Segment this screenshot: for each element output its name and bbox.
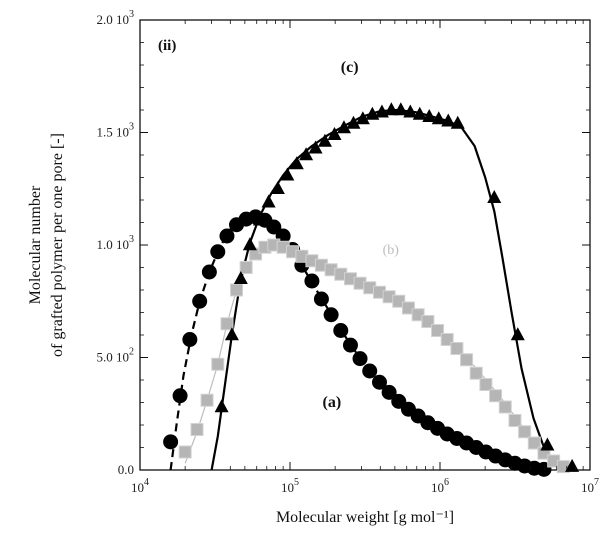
point-b	[518, 425, 532, 439]
point-c	[233, 270, 248, 284]
point-b	[200, 393, 214, 407]
y-tick-label: 2.0 103	[97, 9, 135, 27]
point-c	[393, 102, 408, 116]
point-a	[266, 219, 282, 235]
point-b	[469, 366, 483, 380]
point-a	[342, 337, 358, 353]
y-tick-label: 5.0 102	[97, 347, 135, 365]
point-c	[214, 399, 229, 413]
point-b	[479, 378, 493, 391]
point-a	[210, 244, 226, 260]
point-b	[498, 400, 512, 414]
point-a	[182, 332, 198, 347]
point-c	[403, 104, 418, 118]
point-c	[384, 102, 399, 116]
point-c	[346, 115, 361, 129]
point-c	[299, 147, 314, 161]
y-axis-title-line1: Molecular number	[27, 185, 44, 304]
point-c	[289, 156, 304, 170]
point-b	[508, 414, 522, 427]
point-c	[441, 113, 456, 127]
point-b	[211, 357, 225, 371]
point-b	[489, 389, 503, 403]
point-b	[220, 317, 234, 331]
point-a	[352, 351, 368, 367]
y-tick-label: 0.0	[118, 462, 134, 477]
point-a	[371, 374, 387, 390]
point-c	[431, 111, 446, 125]
point-c	[280, 167, 295, 181]
point-c	[450, 115, 465, 129]
chart-labels: (ii) (a) (b) (c) Molecular weight [g mol⁻¹] M…	[27, 38, 454, 526]
x-axis-title: Molecular weight [g mol⁻¹]	[276, 509, 454, 526]
x-tick-label: 104	[131, 477, 149, 495]
point-c	[487, 189, 502, 203]
point-c	[252, 212, 267, 226]
x-tick-label: 106	[431, 477, 449, 495]
point-b	[392, 294, 406, 308]
point-b	[190, 423, 204, 436]
point-b	[230, 283, 244, 297]
point-c	[270, 180, 285, 194]
point-b	[421, 315, 435, 328]
point-c	[317, 133, 332, 147]
point-b	[411, 308, 425, 322]
y-tick-label: 1.0 103	[97, 234, 135, 252]
point-a	[219, 228, 235, 244]
point-c	[336, 120, 351, 134]
axis-ticks: 104 105 106 107 0.0 5.0 102 1.0 103 1.5 103 2.0 …	[97, 9, 600, 495]
point-c	[412, 106, 427, 120]
point-b	[440, 333, 454, 346]
series-label-c: (c)	[341, 59, 359, 76]
point-c	[422, 108, 437, 122]
curve-a	[169, 215, 548, 472]
point-c	[510, 327, 525, 341]
point-b	[239, 261, 253, 274]
point-b	[450, 342, 464, 355]
point-a	[304, 273, 320, 289]
point-c	[308, 140, 323, 154]
data-markers	[163, 102, 580, 477]
point-c	[242, 237, 257, 251]
point-a	[323, 307, 339, 323]
point-a	[201, 264, 217, 280]
point-c	[355, 111, 370, 125]
point-a	[172, 388, 188, 404]
y-axis-title-line2: of grafted polymer per one pore [-]	[49, 133, 66, 357]
point-c	[261, 194, 276, 208]
point-a	[333, 323, 349, 338]
point-b	[401, 301, 415, 315]
point-a	[362, 363, 378, 379]
series-label-b: (b)	[383, 243, 400, 258]
point-a	[192, 293, 208, 309]
point-b	[460, 353, 474, 367]
point-a	[163, 434, 179, 450]
point-b	[178, 445, 192, 459]
point-c	[224, 327, 239, 341]
y-tick-label: 1.5 103	[97, 122, 135, 140]
x-tick-label: 107	[581, 477, 599, 495]
series-label-a: (a)	[322, 394, 341, 411]
point-a	[313, 291, 329, 307]
point-b	[431, 324, 445, 337]
point-c	[540, 437, 555, 451]
point-c	[327, 126, 342, 140]
point-a	[381, 384, 397, 400]
x-tick-label: 105	[281, 477, 299, 495]
panel-label: (ii)	[158, 38, 176, 54]
point-b	[527, 436, 541, 450]
